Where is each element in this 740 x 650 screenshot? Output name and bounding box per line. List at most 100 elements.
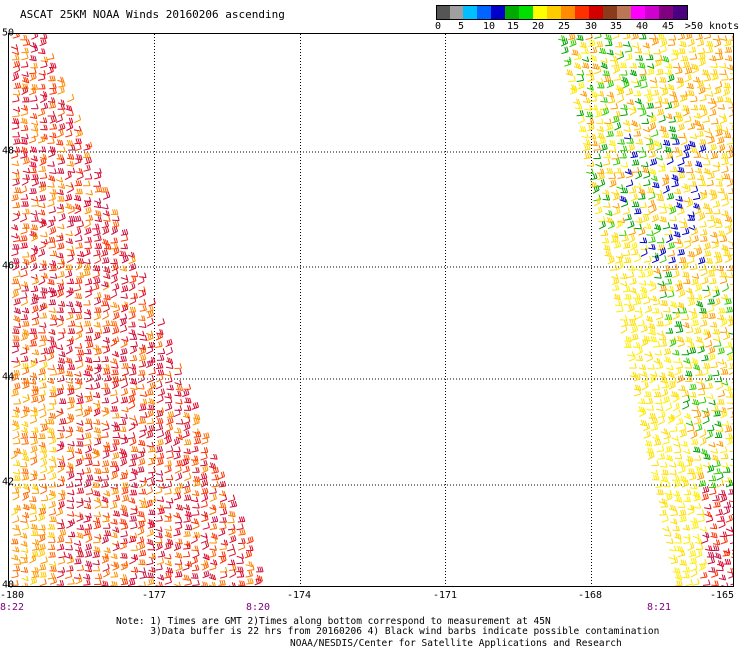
wind-barb bbox=[11, 389, 19, 397]
wind-barb bbox=[687, 255, 695, 264]
wind-barb bbox=[731, 471, 733, 474]
wind-barb bbox=[246, 536, 254, 545]
wind-barb bbox=[20, 151, 28, 159]
wind-barb bbox=[173, 529, 181, 537]
wind-barb bbox=[65, 370, 73, 377]
wind-barb bbox=[57, 493, 66, 502]
wind-barb bbox=[183, 422, 191, 432]
wind-barb bbox=[683, 278, 691, 284]
wind-barb bbox=[638, 187, 646, 196]
wind-barb bbox=[65, 237, 73, 245]
wind-barb bbox=[156, 394, 164, 404]
wind-barb bbox=[65, 416, 74, 425]
wind-barb bbox=[700, 235, 708, 242]
wind-barb bbox=[713, 208, 721, 215]
wind-barb bbox=[118, 426, 127, 433]
wind-barb bbox=[38, 543, 46, 551]
wind-barb bbox=[649, 168, 657, 176]
wind-barb bbox=[723, 506, 731, 516]
wind-barb bbox=[661, 55, 670, 63]
wind-barb bbox=[38, 181, 47, 188]
wind-barb bbox=[40, 238, 48, 245]
wind-barb bbox=[40, 60, 48, 69]
wind-barb bbox=[155, 486, 163, 495]
wind-barb bbox=[76, 425, 84, 433]
wind-barb bbox=[20, 269, 28, 278]
wind-barb bbox=[594, 34, 602, 39]
wind-barb bbox=[57, 461, 66, 467]
wind-barb bbox=[38, 339, 46, 347]
wind-barb bbox=[20, 226, 28, 235]
wind-barb bbox=[29, 378, 37, 385]
wind-barb bbox=[128, 400, 136, 410]
wind-barb bbox=[651, 37, 659, 46]
wind-barb bbox=[121, 510, 129, 517]
wind-barb bbox=[236, 571, 245, 578]
wind-barb bbox=[708, 55, 717, 62]
wind-barb bbox=[657, 416, 665, 426]
wind-barb bbox=[219, 566, 228, 573]
wind-barb bbox=[83, 269, 91, 277]
wind-barb bbox=[664, 102, 673, 110]
lon-label: -168 bbox=[577, 590, 603, 601]
wind-barb bbox=[137, 374, 145, 383]
wind-barb bbox=[677, 34, 686, 41]
wind-barb bbox=[175, 504, 184, 511]
wind-barb bbox=[696, 300, 704, 308]
wind-barb bbox=[85, 384, 93, 390]
wind-barb bbox=[646, 230, 654, 236]
wind-barb bbox=[102, 407, 110, 417]
wind-barb bbox=[76, 524, 85, 531]
wind-barb bbox=[582, 139, 591, 146]
wind-barb bbox=[22, 483, 30, 491]
wind-barb bbox=[623, 126, 631, 133]
wind-barb bbox=[84, 236, 92, 243]
wind-barb bbox=[111, 396, 119, 405]
wind-barb bbox=[94, 307, 102, 313]
wind-barb bbox=[201, 487, 209, 495]
wind-barb bbox=[67, 440, 75, 447]
wind-barb bbox=[650, 417, 658, 424]
wind-barb bbox=[666, 234, 673, 244]
wind-barb bbox=[130, 271, 139, 277]
wind-barb bbox=[622, 249, 631, 257]
wind-barb bbox=[698, 256, 706, 265]
wind-barb bbox=[612, 115, 620, 124]
wind-barb bbox=[729, 77, 733, 81]
wind-barb bbox=[11, 122, 20, 130]
wind-barb bbox=[65, 129, 73, 138]
wind-barb bbox=[163, 430, 171, 440]
wind-barb bbox=[714, 217, 722, 225]
wind-barb bbox=[101, 460, 110, 467]
wind-barb bbox=[84, 156, 92, 165]
wind-barb bbox=[49, 576, 58, 585]
wind-barb bbox=[683, 143, 691, 152]
wind-barb bbox=[49, 273, 58, 279]
wind-barb bbox=[146, 538, 154, 546]
wind-barb bbox=[580, 90, 588, 97]
wind-barb bbox=[84, 206, 92, 215]
wind-barb bbox=[721, 74, 729, 81]
wind-barb bbox=[571, 49, 579, 56]
wind-barb bbox=[648, 328, 656, 336]
wind-barb bbox=[20, 410, 28, 419]
wind-barb bbox=[65, 202, 73, 210]
wind-barb bbox=[30, 576, 38, 586]
wind-barb bbox=[686, 167, 694, 174]
wind-barb bbox=[645, 397, 653, 405]
wind-barb bbox=[58, 551, 66, 559]
wind-barb bbox=[687, 250, 695, 258]
wind-barb bbox=[48, 492, 56, 501]
wind-barb bbox=[208, 462, 217, 470]
wind-barb bbox=[174, 379, 182, 386]
wind-barb bbox=[11, 118, 20, 125]
wind-barb bbox=[48, 551, 56, 558]
wind-barb bbox=[641, 381, 649, 391]
wind-barb bbox=[712, 494, 720, 501]
wind-barb bbox=[20, 557, 28, 564]
wind-barb bbox=[20, 432, 29, 439]
wind-barb bbox=[12, 423, 20, 432]
wind-barb bbox=[20, 532, 28, 539]
wind-barb bbox=[20, 213, 28, 223]
wind-barb bbox=[208, 573, 217, 581]
